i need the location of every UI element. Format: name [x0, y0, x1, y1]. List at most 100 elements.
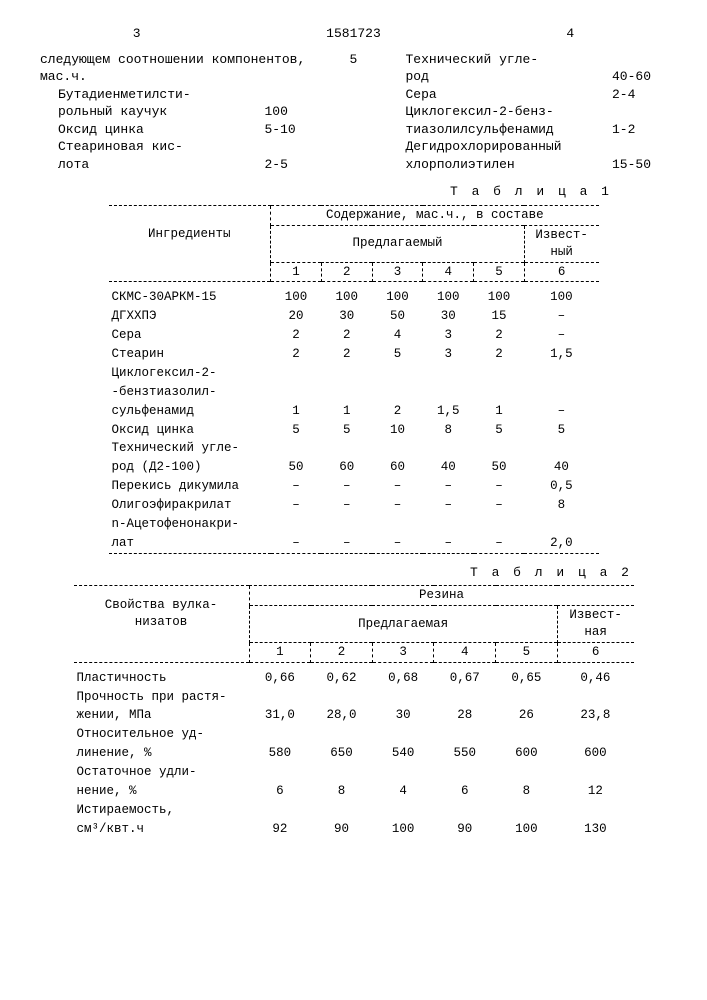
ingredient-value: 100	[265, 103, 320, 121]
row-label: род (Д2-100)	[109, 458, 271, 477]
col-marker: 5	[350, 51, 358, 174]
ingredient-label: Оксид цинка	[40, 121, 265, 139]
cell: 540	[372, 744, 434, 763]
cell	[423, 515, 474, 534]
cell: 2	[321, 326, 372, 345]
cell	[524, 383, 598, 402]
t1-h-sub2: Извест- ный	[524, 226, 598, 262]
cell: 5	[321, 421, 372, 440]
page-right: 4	[566, 25, 574, 43]
cell: 92	[249, 820, 311, 839]
ingredient-label: Технический угле-	[388, 51, 613, 69]
intro-lead: следующем соотношении компонентов, мас.ч…	[40, 51, 320, 86]
cell: 100	[496, 820, 558, 839]
t2-h-sub1: Предлагаемая	[249, 606, 557, 642]
row-label: n-Ацетофенонакри-	[109, 515, 271, 534]
cell	[311, 725, 373, 744]
cell: 26	[496, 706, 558, 725]
col-num: 5	[496, 643, 558, 662]
cell	[557, 763, 633, 782]
ingredient-value	[612, 51, 667, 69]
cell: 100	[372, 288, 423, 307]
cell	[271, 439, 322, 458]
cell: 28,0	[311, 706, 373, 725]
cell: 12	[557, 782, 633, 801]
cell: –	[524, 307, 598, 326]
cell: 2,0	[524, 534, 598, 553]
cell: 15	[474, 307, 525, 326]
t2-h-sub2: Извест- ная	[557, 606, 633, 642]
cell	[474, 364, 525, 383]
cell: 90	[434, 820, 496, 839]
cell: 28	[434, 706, 496, 725]
ingredient-label: род	[388, 68, 613, 86]
cell	[557, 801, 633, 820]
cell	[496, 763, 558, 782]
cell	[321, 515, 372, 534]
t1-h-group: Содержание, мас.ч., в составе	[271, 206, 599, 225]
row-label: нение, %	[74, 782, 250, 801]
cell	[311, 801, 373, 820]
cell: 20	[271, 307, 322, 326]
cell: 0,68	[372, 669, 434, 688]
cell: 0,62	[311, 669, 373, 688]
cell: 30	[372, 706, 434, 725]
t2-h-group: Резина	[249, 586, 634, 605]
cell: –	[474, 534, 525, 553]
cell: 8	[311, 782, 373, 801]
cell	[321, 364, 372, 383]
cell	[423, 364, 474, 383]
cell	[496, 725, 558, 744]
cell: –	[271, 534, 322, 553]
cell	[524, 515, 598, 534]
cell: 1,5	[423, 402, 474, 421]
cell: 5	[474, 421, 525, 440]
col-num: 4	[434, 643, 496, 662]
cell: 600	[557, 744, 633, 763]
cell: 8	[423, 421, 474, 440]
cell: 5	[524, 421, 598, 440]
cell	[434, 763, 496, 782]
cell: –	[271, 477, 322, 496]
cell	[423, 383, 474, 402]
row-label: Сера	[109, 326, 271, 345]
row-label: линение, %	[74, 744, 250, 763]
cell: 580	[249, 744, 311, 763]
row-label: Технический угле-	[109, 439, 271, 458]
cell: 10	[372, 421, 423, 440]
cell: –	[321, 496, 372, 515]
col-num: 5	[474, 263, 525, 282]
ingredient-value	[612, 103, 667, 121]
cell	[434, 688, 496, 707]
cell: –	[524, 326, 598, 345]
cell: 0,65	[496, 669, 558, 688]
t1-h-sub1: Предлагаемый	[271, 226, 525, 262]
table-1: Ингредиенты Содержание, мас.ч., в состав…	[109, 205, 599, 554]
ingredient-value: 5-10	[265, 121, 320, 139]
cell	[372, 515, 423, 534]
cell	[249, 688, 311, 707]
cell: 5	[372, 345, 423, 364]
cell: 23,8	[557, 706, 633, 725]
cell	[557, 688, 633, 707]
cell: 3	[423, 326, 474, 345]
col-num: 6	[557, 643, 633, 662]
cell	[524, 364, 598, 383]
cell: 650	[311, 744, 373, 763]
cell: 4	[372, 326, 423, 345]
table1-label: Т а б л и ц а 1	[40, 183, 612, 201]
cell: 100	[271, 288, 322, 307]
table-2: Свойства вулка- низатов Резина Предлагае…	[74, 585, 634, 838]
cell	[474, 439, 525, 458]
col-num: 1	[271, 263, 322, 282]
cell	[496, 801, 558, 820]
cell: 50	[474, 458, 525, 477]
cell	[249, 725, 311, 744]
intro-left: следующем соотношении компонентов, мас.ч…	[40, 51, 320, 174]
cell: 600	[496, 744, 558, 763]
cell: 40	[423, 458, 474, 477]
ingredient-label: Бутадиенметилсти-	[40, 86, 265, 104]
cell: 1	[474, 402, 525, 421]
row-label: Остаточное удли-	[74, 763, 250, 782]
cell: 6	[249, 782, 311, 801]
